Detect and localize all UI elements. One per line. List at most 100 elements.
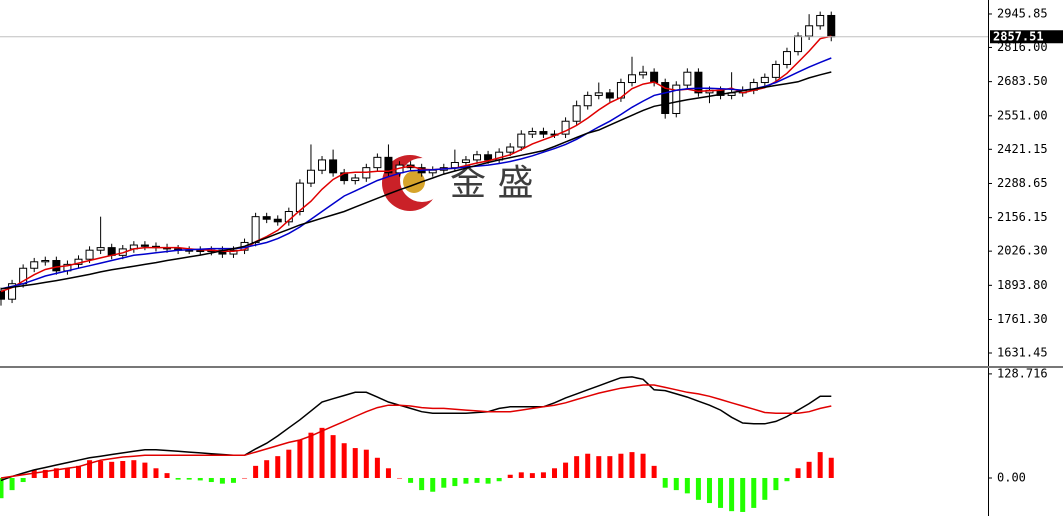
histogram-bar xyxy=(374,457,380,478)
candle-body xyxy=(572,105,581,122)
histogram-bar xyxy=(596,456,602,478)
candle-body xyxy=(517,133,526,148)
histogram-bar xyxy=(308,432,314,478)
histogram-bar xyxy=(574,456,580,478)
histogram-bar xyxy=(441,477,447,488)
histogram-bar xyxy=(795,468,801,478)
candle-body xyxy=(461,159,470,163)
histogram-bar xyxy=(142,462,148,478)
indicator-line xyxy=(0,71,832,290)
histogram-bar xyxy=(485,477,491,484)
histogram-bar xyxy=(662,477,668,488)
indicator-line xyxy=(0,384,832,479)
candle-body xyxy=(295,182,304,213)
candle-body xyxy=(672,84,681,114)
histogram-bar xyxy=(164,473,170,478)
histogram-bar xyxy=(817,452,823,478)
candle-body xyxy=(794,35,803,53)
histogram-bar xyxy=(729,477,735,512)
candle-body xyxy=(351,177,360,182)
candle-body xyxy=(639,71,648,76)
histogram-bar xyxy=(563,462,569,478)
histogram-bar xyxy=(773,477,779,491)
candle-body xyxy=(41,260,50,263)
y-tick-label: 2816.00 xyxy=(997,40,1048,54)
histogram-bar xyxy=(186,477,192,480)
candle-body xyxy=(273,218,282,223)
indicator-line xyxy=(0,57,832,290)
histogram-bar xyxy=(20,477,26,483)
candle-body xyxy=(96,247,105,251)
histogram-bar xyxy=(397,477,403,479)
histogram-bar xyxy=(230,477,236,483)
histogram-bar xyxy=(430,477,436,492)
histogram-bar xyxy=(297,439,303,478)
candle-body xyxy=(0,290,5,300)
candle-body xyxy=(583,94,592,107)
histogram-bar xyxy=(219,477,225,484)
histogram-bar xyxy=(806,461,812,478)
candle-body xyxy=(605,92,614,99)
histogram-bar xyxy=(319,427,325,478)
y-tick-label: 2156.15 xyxy=(997,210,1048,224)
candle-body xyxy=(594,92,603,96)
histogram-bar xyxy=(552,468,557,478)
candle-body xyxy=(229,249,238,255)
y-tick-label: 1761.30 xyxy=(997,312,1048,326)
histogram-bar xyxy=(341,443,347,478)
histogram-bar xyxy=(253,465,259,478)
histogram-bar xyxy=(618,453,624,478)
histogram-bar xyxy=(31,469,37,478)
histogram-bar xyxy=(363,449,369,478)
y-tick-label: 2683.50 xyxy=(997,74,1048,88)
histogram-bar xyxy=(784,477,790,482)
y-tick-label: 0.00 xyxy=(997,470,1026,484)
histogram-bar xyxy=(87,460,93,478)
histogram-bar xyxy=(706,477,712,504)
histogram-bar xyxy=(286,449,292,478)
y-tick-label: 2551.00 xyxy=(997,108,1048,122)
y-tick-label: 2945.85 xyxy=(997,6,1048,20)
candle-body xyxy=(683,71,692,86)
histogram-bar xyxy=(352,448,358,478)
candle-body xyxy=(627,74,636,84)
last-price-box xyxy=(990,30,1063,44)
watermark-text: 金 盛 xyxy=(450,163,533,204)
histogram-bar xyxy=(507,474,513,478)
candle-body xyxy=(661,82,670,114)
histogram-bar xyxy=(197,477,203,481)
histogram-bar xyxy=(651,465,657,478)
candle-body xyxy=(373,156,382,169)
candle-body xyxy=(329,159,338,174)
y-tick-label: 2026.30 xyxy=(997,244,1048,258)
histogram-bar xyxy=(131,460,137,478)
candle-body xyxy=(805,25,814,37)
candle-body xyxy=(85,249,94,260)
candle-body xyxy=(30,261,39,269)
histogram-bar xyxy=(385,468,391,478)
histogram-bar xyxy=(42,469,48,478)
candle-body xyxy=(782,51,791,65)
histogram-bar xyxy=(684,477,690,494)
candle-body xyxy=(539,131,548,135)
indicator-line xyxy=(0,376,832,482)
histogram-bar xyxy=(740,477,746,512)
candle-body xyxy=(771,63,780,78)
candle-body xyxy=(428,169,437,174)
y-tick-label: 2288.65 xyxy=(997,176,1048,190)
histogram-bar xyxy=(496,477,502,482)
candle-body xyxy=(827,14,836,38)
histogram-bar xyxy=(607,456,613,478)
histogram-bar xyxy=(828,457,834,478)
histogram-bar xyxy=(109,461,115,478)
histogram-bar xyxy=(264,460,270,478)
histogram-bar xyxy=(330,435,336,478)
histogram-bar xyxy=(153,468,159,478)
histogram-bar xyxy=(120,461,126,478)
histogram-bar xyxy=(175,477,181,480)
histogram-bar xyxy=(0,477,4,499)
histogram-bar xyxy=(629,452,635,478)
candle-body xyxy=(140,244,149,247)
histogram-bar xyxy=(474,477,480,483)
